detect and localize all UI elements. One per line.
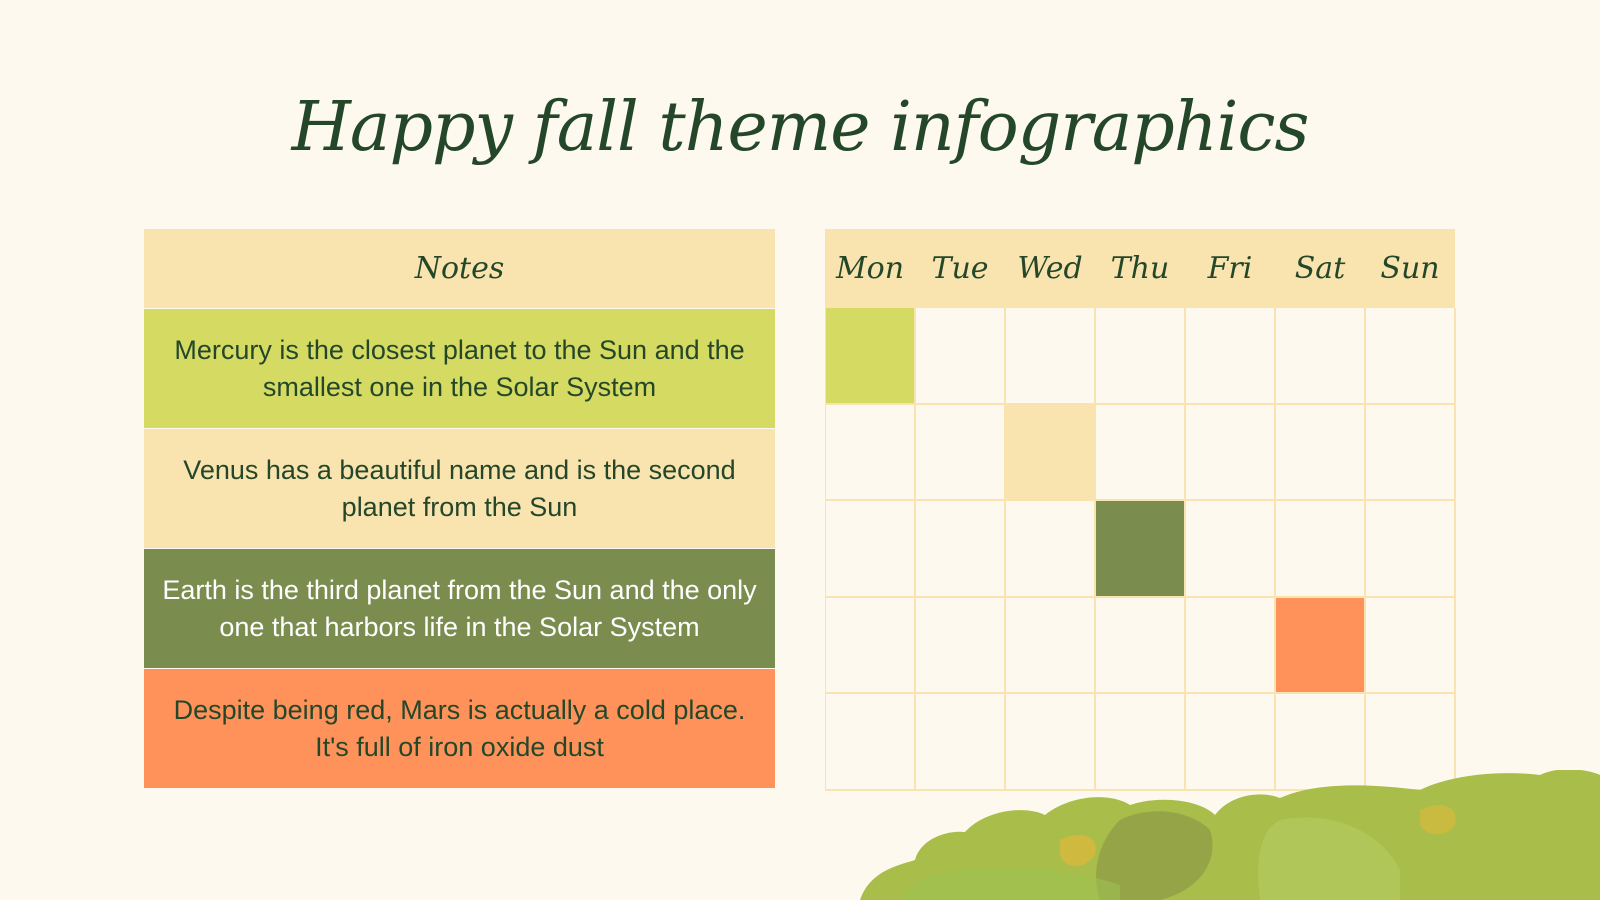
note-row: Venus has a beautiful name and is the se… bbox=[144, 428, 775, 548]
calendar-cell bbox=[826, 694, 916, 791]
day-tue: Tue bbox=[931, 251, 989, 286]
calendar-cell bbox=[1186, 404, 1276, 501]
day-thu: Thu bbox=[1110, 251, 1170, 286]
calendar-cell bbox=[826, 501, 916, 598]
note-row: Mercury is the closest planet to the Sun… bbox=[144, 308, 775, 428]
calendar-cell bbox=[916, 404, 1006, 501]
calendar-cell bbox=[1276, 404, 1366, 501]
calendar-cell bbox=[916, 694, 1006, 791]
calendar-cell bbox=[826, 404, 916, 501]
calendar-cell bbox=[1366, 308, 1456, 405]
calendar-cell bbox=[1186, 308, 1276, 405]
day-wed: Wed bbox=[1017, 251, 1083, 286]
calendar-cell bbox=[1276, 501, 1366, 598]
page-title: Happy fall theme infographics bbox=[291, 88, 1310, 167]
calendar-cell bbox=[1096, 308, 1186, 405]
calendar-cell bbox=[1186, 694, 1276, 791]
day-fri: Fri bbox=[1207, 251, 1253, 286]
calendar-cell bbox=[1186, 597, 1276, 694]
calendar-cell bbox=[1276, 308, 1366, 405]
calendar-cell-highlighted bbox=[1096, 501, 1186, 598]
note-row: Earth is the third planet from the Sun a… bbox=[144, 548, 775, 668]
calendar-cell-highlighted bbox=[1006, 404, 1096, 501]
calendar-cell bbox=[916, 501, 1006, 598]
notes-header: Notes bbox=[144, 229, 775, 308]
calendar-cell-highlighted bbox=[1276, 597, 1366, 694]
calendar-cell bbox=[1096, 597, 1186, 694]
calendar-cell bbox=[916, 308, 1006, 405]
day-sun: Sun bbox=[1380, 251, 1440, 286]
calendar-cell bbox=[1006, 597, 1096, 694]
notes-table: Notes Mercury is the closest planet to t… bbox=[144, 229, 775, 788]
calendar-cell bbox=[916, 597, 1006, 694]
calendar: Mon Tue Wed Thu Fri Sat Sun bbox=[825, 229, 1456, 791]
note-row: Despite being red, Mars is actually a co… bbox=[144, 668, 775, 788]
calendar-cell bbox=[1006, 694, 1096, 791]
calendar-cell bbox=[1366, 501, 1456, 598]
calendar-cell bbox=[1366, 597, 1456, 694]
calendar-cell bbox=[826, 597, 916, 694]
calendar-cell bbox=[1186, 501, 1276, 598]
calendar-grid bbox=[825, 308, 1456, 791]
calendar-header: Mon Tue Wed Thu Fri Sat Sun bbox=[825, 229, 1455, 308]
calendar-cell-highlighted bbox=[826, 308, 916, 405]
calendar-cell bbox=[1006, 501, 1096, 598]
calendar-cell bbox=[1006, 308, 1096, 405]
calendar-cell bbox=[1366, 404, 1456, 501]
calendar-cell bbox=[1096, 694, 1186, 791]
calendar-cell bbox=[1096, 404, 1186, 501]
bush-illustration bbox=[860, 770, 1600, 900]
day-mon: Mon bbox=[835, 251, 905, 286]
day-sat: Sat bbox=[1294, 251, 1346, 286]
